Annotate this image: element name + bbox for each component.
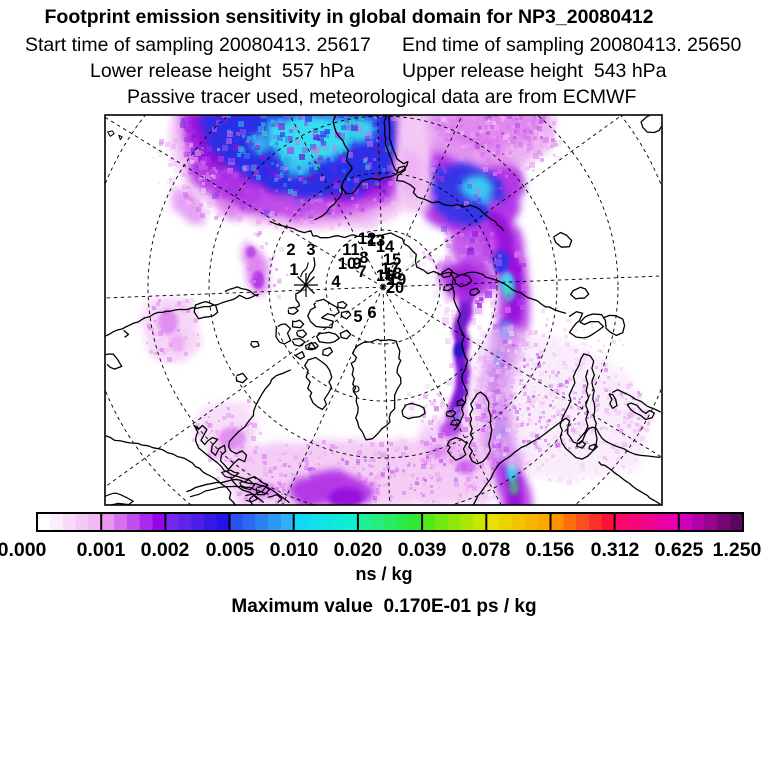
svg-text:15: 15 (383, 251, 401, 269)
svg-text:0.020: 0.020 (334, 539, 383, 561)
svg-text:20: 20 (386, 279, 404, 297)
svg-text:10: 10 (338, 255, 356, 273)
svg-text:17: 17 (381, 260, 399, 278)
svg-text:1.250: 1.250 (713, 539, 762, 561)
svg-text:8: 8 (359, 249, 368, 267)
svg-text:2: 2 (286, 241, 295, 259)
svg-text:0.078: 0.078 (462, 539, 511, 561)
svg-text:5: 5 (353, 308, 362, 326)
svg-text:0.312: 0.312 (591, 539, 640, 561)
svg-text:End time of sampling 20080413.: End time of sampling 20080413. 25650 (402, 34, 741, 56)
svg-text:7: 7 (357, 263, 366, 281)
svg-text:0.010: 0.010 (270, 539, 319, 561)
svg-text:3: 3 (306, 241, 315, 259)
svg-text:9: 9 (352, 255, 361, 273)
svg-text:19: 19 (388, 271, 406, 289)
svg-text:0.039: 0.039 (398, 539, 447, 561)
svg-text:12: 12 (358, 230, 376, 248)
svg-text:0.005: 0.005 (206, 539, 255, 561)
svg-text:0.000: 0.000 (0, 539, 47, 561)
svg-text:Maximum value 0.170E-01 ps /: Maximum value 0.170E-01 ps / kg (231, 596, 536, 617)
svg-text:1: 1 (289, 261, 298, 279)
svg-text:0.625: 0.625 (655, 539, 704, 561)
svg-text:0.001: 0.001 (77, 539, 126, 561)
svg-text:0.002: 0.002 (141, 539, 190, 561)
svg-text:Start time of sampling 2008041: Start time of sampling 20080413. 25617 (25, 34, 371, 56)
svg-text:4: 4 (331, 273, 341, 291)
svg-text:ns / kg: ns / kg (355, 564, 412, 584)
svg-text:16: 16 (376, 267, 394, 285)
svg-text:11: 11 (342, 241, 359, 259)
svg-text:14: 14 (376, 238, 395, 256)
svg-text:Footprint emission sensitivity: Footprint emission sensitivity in global… (45, 6, 654, 28)
svg-text:18: 18 (384, 265, 402, 283)
svg-text:13: 13 (367, 232, 385, 250)
svg-text:6: 6 (367, 304, 376, 322)
svg-text:Lower release height 557 hPa: Lower release height 557 hPa (90, 60, 355, 82)
svg-text:Passive tracer used, meteorolo: Passive tracer used, meteorological data… (127, 86, 636, 108)
svg-text:0.156: 0.156 (526, 539, 575, 561)
svg-text:Upper release height 543 hPa: Upper release height 543 hPa (402, 60, 667, 82)
